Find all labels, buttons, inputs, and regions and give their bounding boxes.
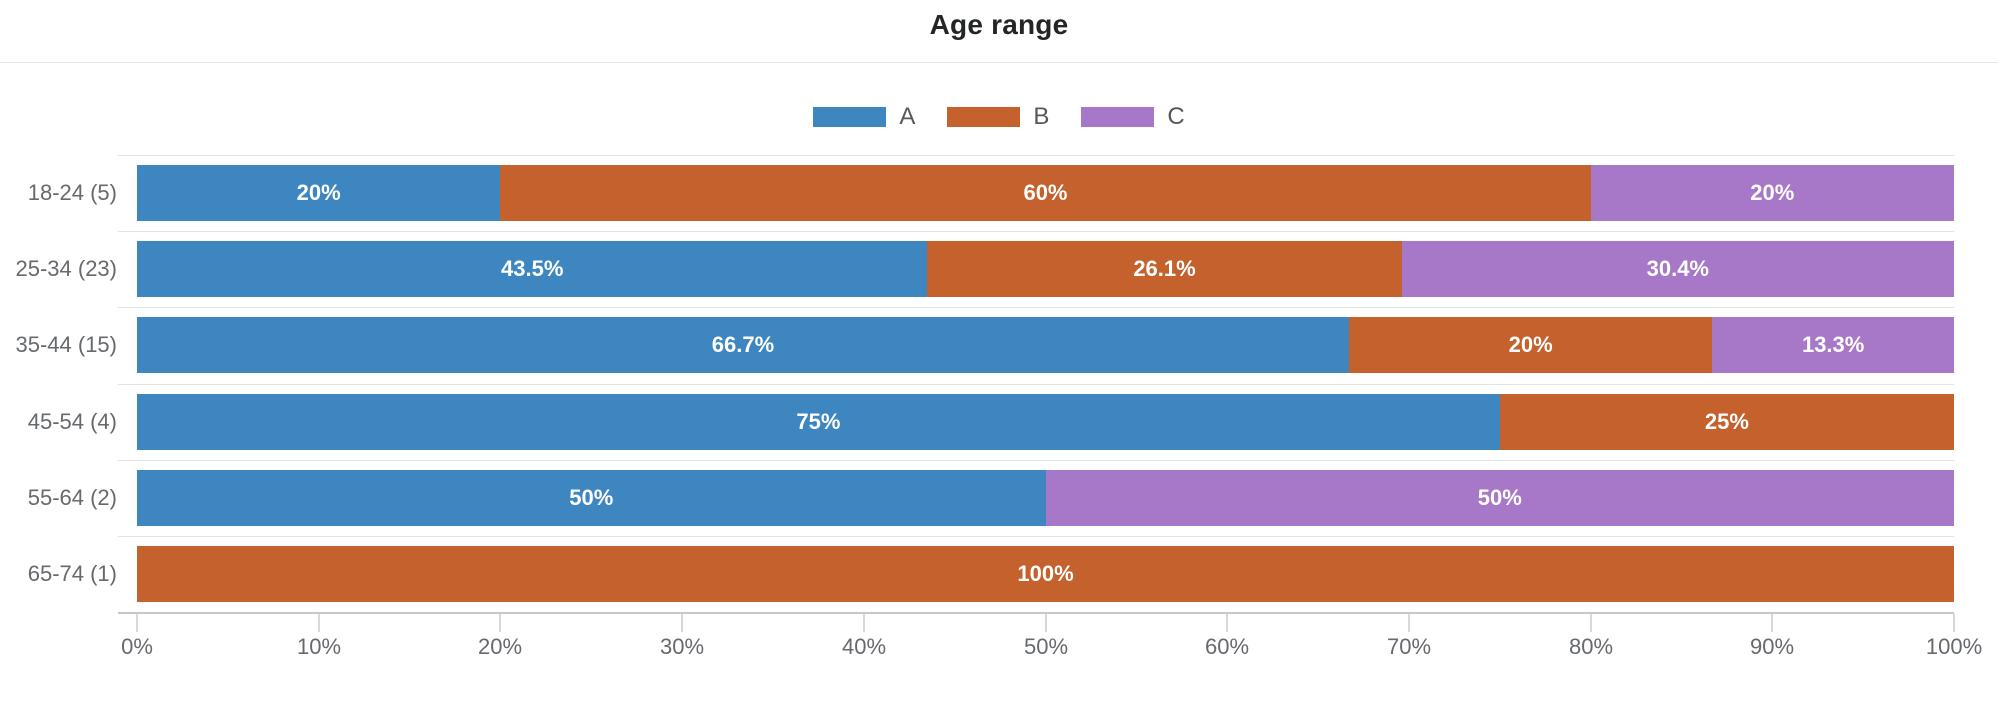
bar-segment-c[interactable]: 20%: [1590, 165, 1954, 221]
x-axis-tick-label: 30%: [659, 634, 705, 659]
x-axis-tick-label: 20%: [477, 634, 523, 659]
gridline: [118, 384, 1954, 385]
bar-segment-c[interactable]: 30.4%: [1401, 241, 1954, 297]
bar-value-label: 25%: [1704, 409, 1749, 434]
y-axis-label: 45-54 (4): [27, 409, 117, 434]
legend-swatch-a: [813, 107, 887, 127]
legend-label: A: [899, 103, 916, 130]
x-axis-tick-label: 60%: [1204, 634, 1250, 659]
x-axis-tick-label: 100%: [1925, 634, 1983, 659]
bar-segment-b[interactable]: 25%: [1499, 394, 1954, 450]
header-divider: [0, 62, 1998, 63]
x-axis-tick: [1045, 614, 1047, 632]
gridline: [118, 536, 1954, 537]
x-axis-tick: [1408, 614, 1410, 632]
x-axis-tick-label: 10%: [296, 634, 342, 659]
chart-title: Age range: [929, 9, 1069, 40]
bar-segment-a[interactable]: 66.7%: [137, 317, 1349, 373]
x-axis-tick: [1953, 614, 1955, 632]
bar-value-label: 20%: [1508, 332, 1553, 357]
x-axis-tick: [1226, 614, 1228, 632]
x-axis-tick: [1771, 614, 1773, 632]
y-axis-label: 35-44 (15): [15, 332, 117, 357]
gridline: [118, 231, 1954, 232]
bar-segment-a[interactable]: 43.5%: [137, 241, 928, 297]
x-axis-tick-label: 70%: [1386, 634, 1432, 659]
bar-segment-c[interactable]: 13.3%: [1712, 317, 1954, 373]
x-axis-tick: [681, 614, 683, 632]
x-axis-tick: [499, 614, 501, 632]
x-axis-tick: [318, 614, 320, 632]
legend-swatch-c: [1081, 107, 1155, 127]
bar-value-label: 50%: [569, 485, 614, 510]
legend-label: C: [1167, 103, 1185, 130]
x-axis-tick-label: 80%: [1568, 634, 1614, 659]
gridline: [118, 307, 1954, 308]
bar-value-label: 20%: [296, 180, 341, 205]
bar-segment-c[interactable]: 50%: [1045, 470, 1954, 526]
bar-value-label: 26.1%: [1133, 256, 1196, 281]
gridline: [118, 155, 1954, 156]
bar-value-label: 66.7%: [711, 332, 775, 357]
x-axis-tick-label: 0%: [121, 634, 153, 659]
bar-segment-b[interactable]: 26.1%: [927, 241, 1402, 297]
bar-segment-a[interactable]: 75%: [137, 394, 1500, 450]
bar-value-label: 30.4%: [1646, 256, 1709, 281]
bar-value-label: 60%: [1023, 180, 1068, 205]
y-axis-label: 55-64 (2): [27, 485, 117, 510]
legend-swatch-b: [947, 107, 1021, 127]
bar-value-label: 100%: [1017, 561, 1074, 586]
bar-segment-b[interactable]: 20%: [1348, 317, 1713, 373]
legend-item-c[interactable]: C: [1081, 103, 1185, 131]
bar-segment-b[interactable]: 60%: [500, 165, 1591, 221]
x-axis-tick-label: 50%: [1023, 634, 1069, 659]
bar-segment-b[interactable]: 100%: [137, 546, 1954, 602]
x-axis-tick: [136, 614, 138, 632]
x-axis-tick: [1590, 614, 1592, 632]
legend-item-a[interactable]: A: [813, 103, 915, 131]
y-axis-label: 18-24 (5): [27, 180, 117, 205]
x-axis-tick-label: 40%: [841, 634, 887, 659]
bar-value-label: 43.5%: [501, 256, 564, 281]
bar-segment-a[interactable]: 50%: [137, 470, 1046, 526]
bar-value-label: 13.3%: [1801, 332, 1865, 357]
x-axis-tick: [863, 614, 865, 632]
legend: A B C: [0, 103, 1998, 131]
bar-segment-a[interactable]: 20%: [137, 165, 501, 221]
legend-label: B: [1033, 103, 1050, 130]
bar-value-label: 75%: [796, 409, 841, 434]
legend-item-b[interactable]: B: [947, 103, 1049, 131]
bar-value-label: 50%: [1477, 485, 1522, 510]
y-axis-label: 25-34 (23): [15, 256, 117, 281]
x-axis-line: [118, 612, 1954, 614]
gridline: [118, 460, 1954, 461]
y-axis-label: 65-74 (1): [27, 561, 117, 586]
x-axis-tick-label: 90%: [1749, 634, 1795, 659]
bar-value-label: 20%: [1750, 180, 1795, 205]
